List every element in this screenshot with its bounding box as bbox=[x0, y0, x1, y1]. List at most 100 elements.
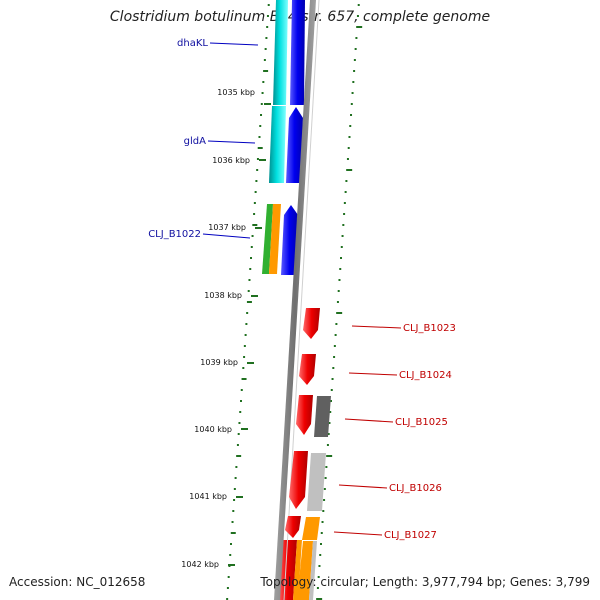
backbone-edge bbox=[283, 0, 320, 600]
gc-dot bbox=[250, 257, 253, 259]
tick-label: 1041 kbp bbox=[189, 492, 227, 501]
gene-label: CLJ_B1023 bbox=[403, 323, 456, 334]
tick-label: 1036 kbp bbox=[212, 156, 250, 165]
gc-dot bbox=[258, 136, 261, 138]
gc-dot bbox=[256, 158, 259, 160]
gc-dot bbox=[260, 103, 263, 105]
gc-dot bbox=[235, 466, 238, 468]
cds-b1025 bbox=[296, 395, 313, 435]
gc-skew-dot bbox=[356, 26, 363, 28]
cog-b1026-gray bbox=[307, 453, 326, 511]
gc-skew-dot bbox=[326, 444, 329, 446]
gene-label-leader bbox=[209, 42, 259, 46]
cds-b1027-lower bbox=[297, 541, 313, 600]
gc-skew-dot bbox=[330, 389, 333, 391]
gc-skew-dot bbox=[353, 59, 356, 61]
cds-dhakl bbox=[290, 0, 305, 105]
gc-skew-dot bbox=[325, 466, 328, 468]
gc-skew-dot bbox=[339, 268, 342, 270]
gc-skew-dot bbox=[348, 136, 351, 138]
gc-skew-dot bbox=[333, 356, 336, 358]
gc-skew-dot bbox=[334, 334, 337, 336]
forward-gene-labels: dhaKL gldA CLJ_B1022 bbox=[148, 38, 259, 240]
cog-block-glda bbox=[269, 106, 286, 183]
gc-dot bbox=[240, 400, 242, 402]
gc-dot bbox=[245, 323, 248, 325]
gc-dot bbox=[244, 334, 247, 336]
gene-label: gldA bbox=[184, 136, 206, 147]
gc-skew-dot bbox=[335, 323, 338, 325]
gc-skew-dot bbox=[333, 345, 336, 347]
gc-dot bbox=[236, 455, 242, 457]
cds-b1023 bbox=[303, 308, 320, 339]
gc-skew-dot bbox=[340, 257, 343, 259]
cog-b1027-orange bbox=[302, 517, 320, 540]
gc-dot bbox=[239, 411, 242, 413]
gc-skew-dot bbox=[321, 521, 324, 523]
forward-cds-lane bbox=[281, 0, 305, 275]
gc-dot bbox=[257, 147, 263, 149]
gc-skew-dot bbox=[351, 92, 354, 94]
gc-dot bbox=[251, 235, 254, 237]
gc-skew-dot bbox=[338, 279, 341, 281]
gc-dot bbox=[226, 598, 229, 600]
gene-label: CLJ_B1027 bbox=[384, 530, 437, 541]
gene-label-leader bbox=[344, 418, 394, 423]
gc-skew-dot bbox=[346, 158, 349, 160]
cog-b1025-gray bbox=[314, 396, 331, 437]
gc-skew-dot bbox=[332, 367, 335, 369]
cog-block-b1022-green bbox=[262, 204, 273, 274]
gc-dot bbox=[253, 213, 256, 215]
gene-label-leader bbox=[333, 531, 383, 536]
gc-dot bbox=[265, 37, 268, 39]
gc-dot bbox=[237, 433, 240, 435]
gc-skew-dot bbox=[349, 125, 352, 127]
cog-block-b1022-orange bbox=[269, 204, 281, 274]
gc-skew-dot bbox=[346, 169, 353, 171]
gc-skew-dot bbox=[341, 235, 344, 237]
gc-content-track-inner bbox=[226, 4, 270, 600]
gc-dot bbox=[238, 422, 241, 424]
tick-label: 1037 kbp bbox=[208, 223, 246, 232]
gc-dot bbox=[234, 477, 237, 479]
gc-skew-dot bbox=[355, 37, 358, 39]
gc-dot bbox=[246, 301, 252, 303]
gc-skew-dot bbox=[352, 81, 355, 83]
gc-dot bbox=[233, 499, 236, 501]
gc-skew-dot bbox=[340, 246, 343, 248]
cog-b1027-lightgray bbox=[309, 541, 317, 600]
cds-glda bbox=[286, 107, 303, 183]
gc-dot bbox=[247, 290, 250, 292]
gc-dot bbox=[243, 356, 246, 358]
gc-dot bbox=[260, 114, 263, 116]
gc-skew-dot bbox=[323, 488, 326, 490]
gc-skew-dot bbox=[318, 565, 321, 567]
gc-dot bbox=[254, 191, 257, 193]
gene-label: CLJ_B1026 bbox=[389, 483, 442, 494]
gc-skew-dot bbox=[343, 202, 346, 204]
gene-label-leader bbox=[338, 484, 388, 489]
gc-skew-dot bbox=[316, 587, 319, 589]
gc-skew-dot bbox=[324, 477, 327, 479]
gc-skew-dot bbox=[327, 433, 330, 435]
gc-dot bbox=[248, 279, 251, 281]
gc-skew-dot bbox=[345, 180, 348, 182]
tick-label: 1035 kbp bbox=[217, 88, 255, 97]
gc-dot bbox=[256, 169, 259, 171]
gene-label-leader bbox=[207, 140, 256, 144]
accession-text: Accession: NC_012658 bbox=[9, 575, 146, 589]
cog-block-b1027-red bbox=[278, 540, 297, 600]
tick-label: 1038 kbp bbox=[204, 291, 242, 300]
gc-skew-dot bbox=[329, 411, 332, 413]
gc-skew-dot bbox=[322, 510, 325, 512]
gc-dot bbox=[241, 378, 247, 380]
cog-block-dhakl bbox=[273, 0, 288, 105]
gc-skew-dot bbox=[326, 455, 333, 457]
gc-dot bbox=[259, 125, 262, 127]
gc-dot bbox=[243, 345, 246, 347]
gc-dot bbox=[250, 246, 253, 248]
topology-summary: Topology: circular; Length: 3,977,794 bp… bbox=[260, 575, 590, 589]
gc-skew-dot bbox=[347, 147, 350, 149]
gc-skew-dot bbox=[353, 70, 356, 72]
